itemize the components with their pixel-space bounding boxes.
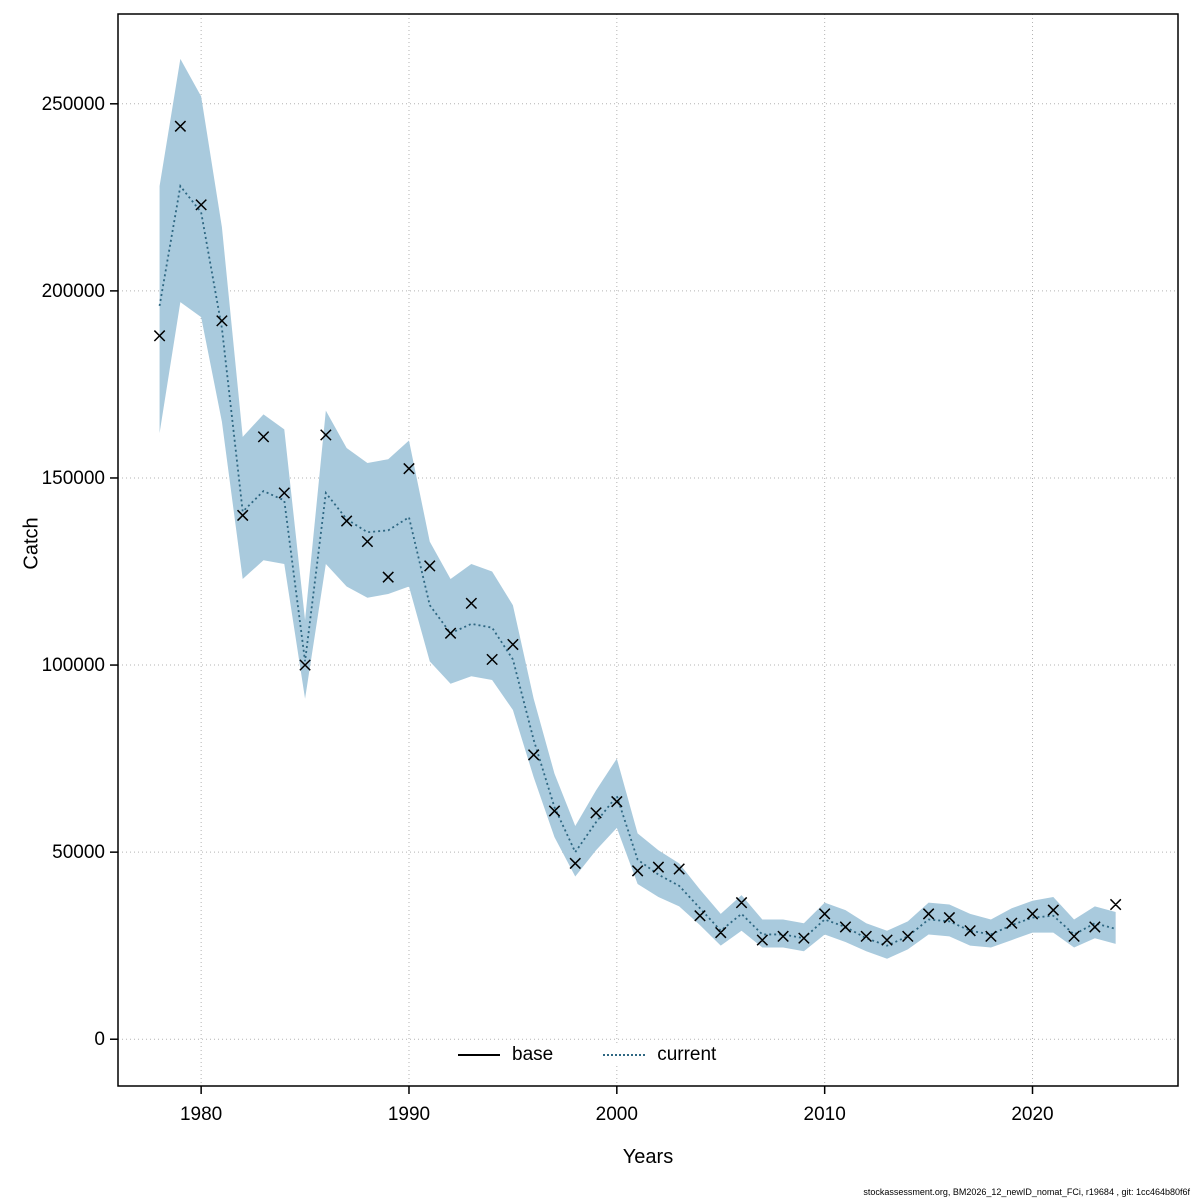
- x-tick-label: 1980: [180, 1104, 222, 1125]
- legend-label-current: current: [657, 1044, 717, 1065]
- y-tick-label: 150000: [42, 468, 105, 489]
- y-tick-label: 250000: [42, 94, 105, 115]
- confidence-band: [159, 58, 1116, 959]
- x-axis-label: Years: [622, 1146, 674, 1168]
- x-tick-label: 2000: [596, 1104, 638, 1125]
- x-tick-label: 1990: [388, 1104, 430, 1125]
- current-line-sample: [603, 1054, 646, 1056]
- plot-frame: [117, 13, 1179, 1087]
- y-tick-label: 50000: [52, 842, 105, 863]
- base-line-sample: [458, 1054, 500, 1056]
- y-tick-label: 200000: [42, 281, 105, 302]
- legend-item-base: base: [458, 1044, 553, 1066]
- legend-item-current: current: [603, 1044, 716, 1066]
- x-tick-label: 2010: [804, 1104, 846, 1125]
- y-tick-label: 0: [94, 1029, 105, 1050]
- legend-label-base: base: [512, 1044, 554, 1065]
- legend: base current: [452, 1044, 723, 1066]
- y-tick-label: 100000: [42, 655, 105, 676]
- current-line: [158, 183, 1116, 947]
- footer-note: stockassessment.org, BM2026_12_newID_nom…: [863, 1187, 1190, 1197]
- base-markers: [153, 120, 1122, 946]
- x-tick-label: 2020: [1011, 1104, 1053, 1125]
